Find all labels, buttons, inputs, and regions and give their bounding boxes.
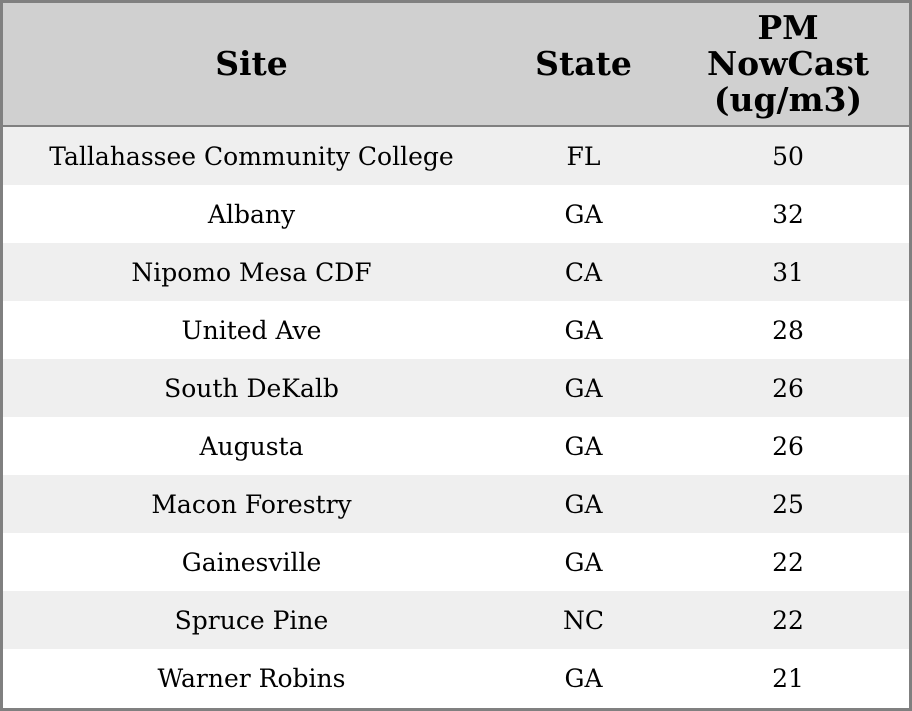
table-cell: FL: [500, 126, 667, 185]
table-cell: 28: [667, 301, 909, 359]
table-cell: 32: [667, 185, 909, 243]
column-header: Site: [3, 3, 500, 127]
table-cell: Gainesville: [3, 533, 500, 591]
table-cell: Augusta: [3, 417, 500, 475]
table-row: Tallahassee Community College FL 50: [3, 126, 909, 185]
table-row: Spruce Pine NC 22: [3, 591, 909, 649]
table-cell: GA: [500, 649, 667, 707]
table-cell: 25: [667, 475, 909, 533]
table-body: Tallahassee Community College FL 50 Albany G…: [3, 126, 909, 707]
table-cell: Macon Forestry: [3, 475, 500, 533]
table-cell: GA: [500, 533, 667, 591]
table-row: Gainesville GA 22: [3, 533, 909, 591]
table-cell: GA: [500, 359, 667, 417]
table-cell: GA: [500, 301, 667, 359]
table-cell: Spruce Pine: [3, 591, 500, 649]
table-cell: GA: [500, 185, 667, 243]
table-cell: Albany: [3, 185, 500, 243]
table-row: Augusta GA 26: [3, 417, 909, 475]
table-cell: GA: [500, 417, 667, 475]
data-table: Site State PM NowCast (ug/m3) Tallahassee …: [3, 3, 909, 707]
table-cell: 26: [667, 417, 909, 475]
table-row: South DeKalb GA 26: [3, 359, 909, 417]
table-cell: 22: [667, 533, 909, 591]
table-cell: 50: [667, 126, 909, 185]
table-cell: Tallahassee Community College: [3, 126, 500, 185]
column-header: PM NowCast (ug/m3): [667, 3, 909, 127]
table-row: Albany GA 32: [3, 185, 909, 243]
table-cell: 31: [667, 243, 909, 301]
table-cell: Nipomo Mesa CDF: [3, 243, 500, 301]
table-cell: 22: [667, 591, 909, 649]
table-row: United Ave GA 28: [3, 301, 909, 359]
table-cell: 21: [667, 649, 909, 707]
table-cell: Warner Robins: [3, 649, 500, 707]
table-row: Macon Forestry GA 25: [3, 475, 909, 533]
table-cell: NC: [500, 591, 667, 649]
table-cell: GA: [500, 475, 667, 533]
header-row: Site State PM NowCast (ug/m3): [3, 3, 909, 127]
table-row: Nipomo Mesa CDF CA 31: [3, 243, 909, 301]
table-cell: South DeKalb: [3, 359, 500, 417]
table-cell: CA: [500, 243, 667, 301]
column-header: State: [500, 3, 667, 127]
table-cell: United Ave: [3, 301, 500, 359]
table-cell: 26: [667, 359, 909, 417]
table-row: Warner Robins GA 21: [3, 649, 909, 707]
